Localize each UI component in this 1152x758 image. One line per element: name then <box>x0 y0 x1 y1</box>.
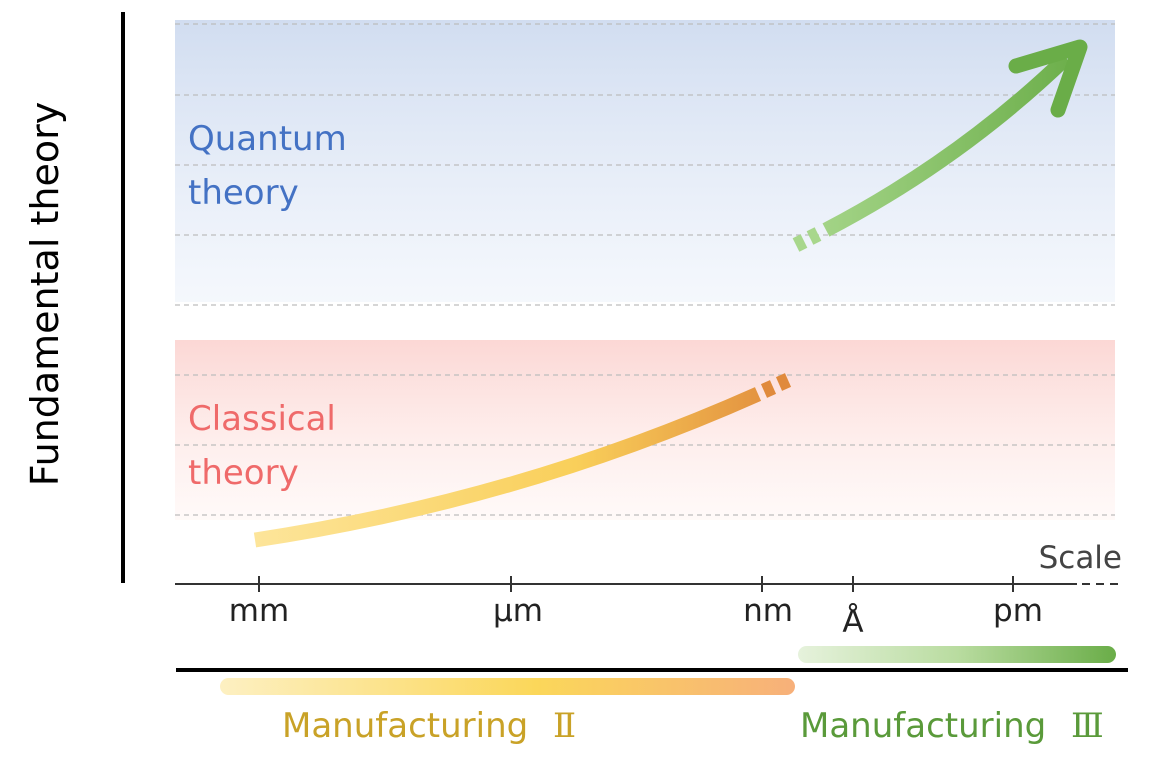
classical-theory-label-line1: Classical <box>188 399 336 439</box>
manufacturing-2-word: Manufacturing <box>282 706 528 746</box>
quantum-arrow-dash <box>796 241 804 245</box>
manufacturing-2-range-bar <box>220 678 795 695</box>
manufacturing-2-numeral: Ⅱ <box>553 706 576 746</box>
tick-label-mm: mm <box>229 593 289 629</box>
quantum-region-background <box>175 20 1115 302</box>
manufacturing-3-word: Manufacturing <box>800 706 1046 746</box>
manufacturing-3-label: Manufacturing Ⅲ <box>800 706 1104 746</box>
classical-curve-dash <box>779 380 788 384</box>
manufacturing-3-numeral: Ⅲ <box>1071 706 1104 746</box>
classical-curve-dash <box>764 387 773 391</box>
quantum-arrow-dash <box>810 234 818 238</box>
tick-label-nm: nm <box>743 593 793 629</box>
manufacturing-3-range-bar <box>798 646 1116 663</box>
tick-label-um: µm <box>493 593 543 629</box>
classical-theory-label-line2: theory <box>188 453 299 493</box>
fundamental-theory-axis-title: Fundamental theory <box>23 102 67 486</box>
scale-axis-title: Scale <box>1039 540 1122 576</box>
quantum-theory-label-line2: theory <box>188 173 299 213</box>
quantum-theory-label-line1: Quantum <box>188 119 347 159</box>
manufacturing-2-label: Manufacturing Ⅱ <box>282 706 576 746</box>
tick-label-angstrom: Å <box>842 604 863 640</box>
tick-label-pm: pm <box>993 593 1043 629</box>
